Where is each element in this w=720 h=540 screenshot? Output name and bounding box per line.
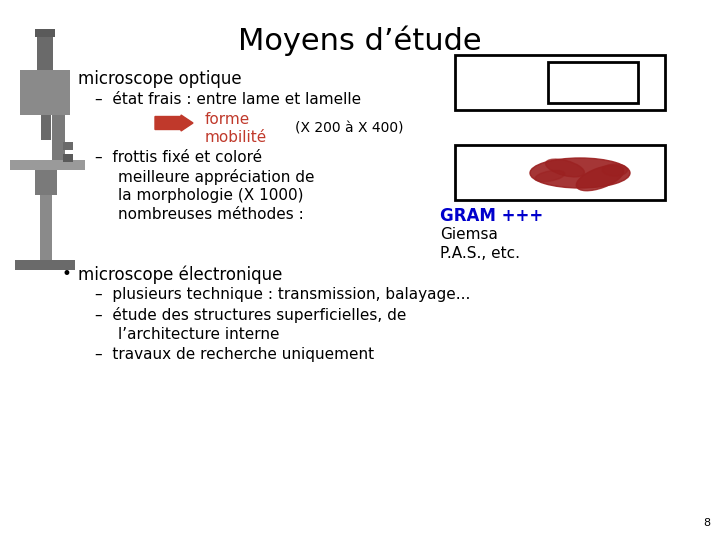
Text: GRAM +++: GRAM +++	[440, 207, 544, 225]
Text: •: •	[62, 70, 72, 88]
Text: microscope électronique: microscope électronique	[78, 265, 282, 284]
Ellipse shape	[576, 165, 624, 191]
Text: (X 200 à X 400): (X 200 à X 400)	[295, 121, 403, 135]
Bar	[63, 142, 73, 150]
Bar	[63, 154, 73, 162]
Ellipse shape	[530, 158, 630, 188]
Text: l’architecture interne: l’architecture interne	[118, 327, 279, 342]
Text: microscope optique: microscope optique	[78, 70, 242, 88]
Bar	[455, 55, 665, 110]
Text: –  état frais : entre lame et lamelle: – état frais : entre lame et lamelle	[95, 92, 361, 107]
Text: –  plusieurs technique : transmission, balayage...: – plusieurs technique : transmission, ba…	[95, 287, 470, 302]
Ellipse shape	[535, 171, 564, 181]
Text: forme: forme	[205, 112, 251, 127]
Text: 8: 8	[703, 518, 710, 528]
Bar	[20, 70, 70, 115]
Text: –  frottis fixé et coloré: – frottis fixé et coloré	[95, 150, 262, 165]
Text: –  étude des structures superficielles, de: – étude des structures superficielles, d…	[95, 307, 406, 323]
Bar	[15, 260, 75, 270]
Bar	[455, 145, 665, 200]
Text: –  travaux de recherche uniquement: – travaux de recherche uniquement	[95, 347, 374, 362]
Text: P.A.S., etc.: P.A.S., etc.	[440, 246, 520, 261]
FancyArrow shape	[155, 115, 193, 131]
Bar	[548, 62, 638, 103]
Bar	[10, 160, 85, 170]
Bar	[40, 160, 52, 260]
Text: Moyens d’étude: Moyens d’étude	[238, 25, 482, 56]
Polygon shape	[52, 100, 65, 170]
Text: Giemsa: Giemsa	[440, 227, 498, 242]
Text: mobilité: mobilité	[205, 130, 267, 145]
Text: •: •	[62, 265, 72, 283]
Bar	[37, 35, 53, 70]
Text: meilleure appréciation de: meilleure appréciation de	[118, 169, 315, 185]
Ellipse shape	[546, 159, 585, 177]
Text: la morphologie (X 1000): la morphologie (X 1000)	[118, 188, 304, 203]
Bar	[35, 170, 57, 195]
Bar	[35, 29, 55, 37]
Text: nombreuses méthodes :: nombreuses méthodes :	[118, 207, 304, 222]
Bar	[41, 115, 51, 140]
Ellipse shape	[603, 164, 628, 176]
